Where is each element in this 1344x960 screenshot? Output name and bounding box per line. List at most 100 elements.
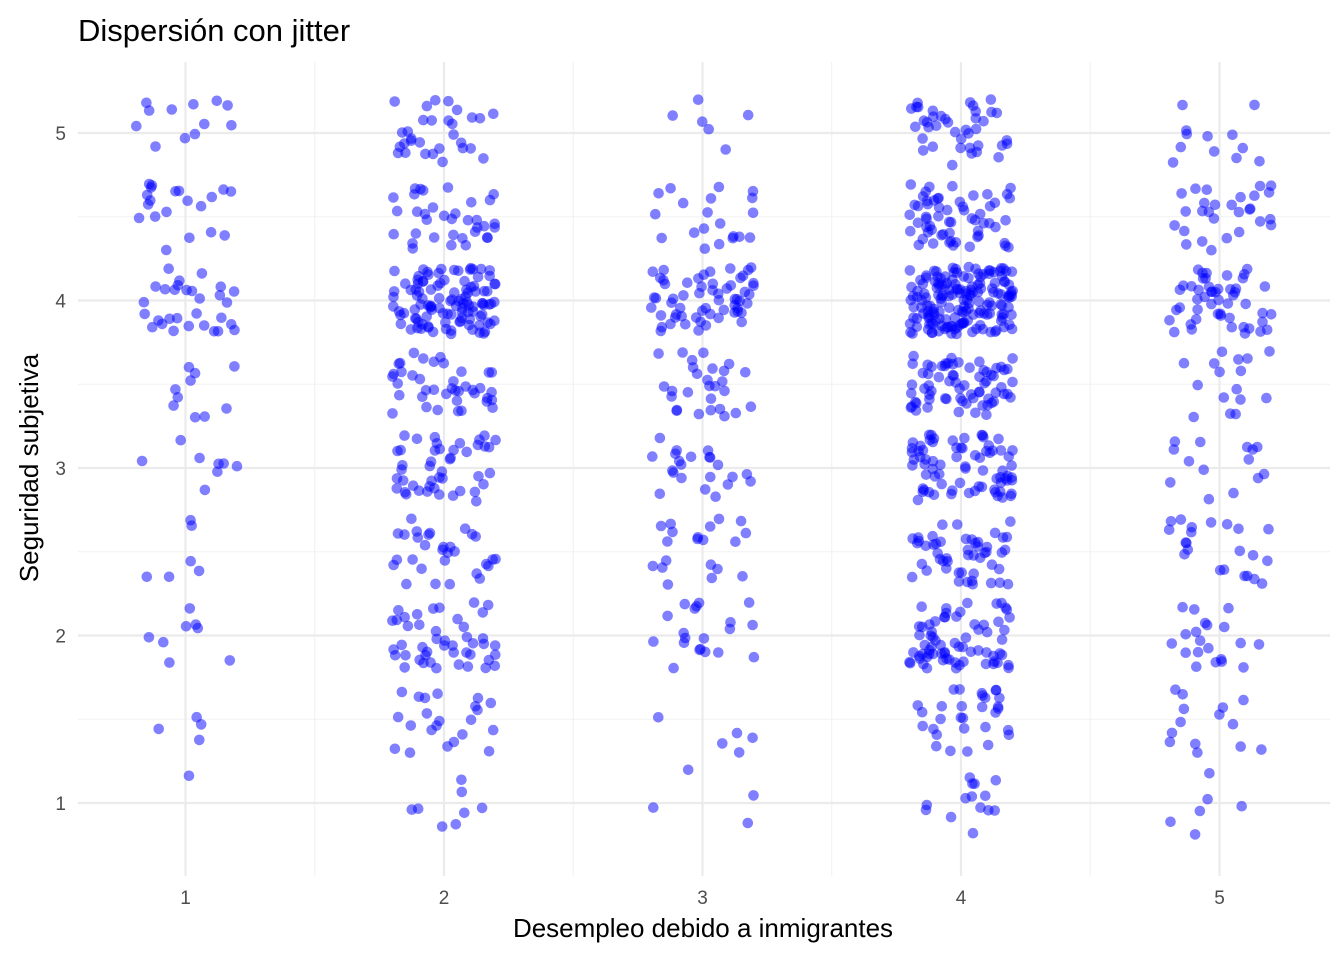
data-point: [184, 603, 196, 614]
data-point: [489, 640, 501, 651]
data-point: [175, 434, 186, 446]
data-point: [434, 143, 445, 154]
data-point: [941, 204, 953, 216]
data-point: [425, 300, 437, 312]
data-point: [712, 563, 723, 575]
data-point: [1001, 188, 1013, 200]
data-point: [916, 601, 927, 612]
data-point: [939, 611, 951, 623]
data-point: [388, 228, 400, 240]
data-point: [453, 659, 465, 670]
data-point: [1265, 309, 1277, 320]
data-point: [917, 145, 929, 156]
chart-title: Dispersión con jitter: [78, 13, 350, 48]
data-point: [185, 514, 196, 526]
data-point: [388, 291, 399, 303]
data-point: [435, 277, 446, 289]
data-point: [1169, 436, 1181, 447]
data-point: [399, 487, 411, 498]
data-point: [668, 467, 679, 478]
data-point: [411, 609, 423, 620]
data-point: [1182, 544, 1194, 555]
data-point: [665, 518, 676, 530]
data-point: [648, 802, 659, 813]
data-point: [442, 182, 454, 193]
data-point: [678, 637, 690, 649]
data-point: [928, 723, 939, 735]
data-point: [650, 208, 661, 220]
data-point: [221, 403, 232, 414]
data-point: [439, 635, 451, 646]
data-point: [418, 657, 429, 669]
data-point: [437, 156, 448, 168]
data-point: [942, 556, 953, 567]
data-point: [920, 804, 932, 816]
data-point: [1190, 183, 1201, 194]
data-point: [400, 278, 411, 290]
data-point: [745, 401, 757, 413]
data-point: [1262, 555, 1273, 567]
data-point: [467, 324, 478, 336]
data-point: [421, 708, 433, 719]
data-point: [467, 638, 479, 649]
data-point: [905, 179, 917, 190]
data-point: [941, 277, 953, 289]
data-point: [1254, 180, 1266, 192]
data-point: [733, 747, 745, 758]
data-point: [907, 328, 918, 339]
x-tick-label: 3: [697, 888, 708, 909]
data-point: [1178, 357, 1190, 369]
data-point: [953, 406, 965, 418]
data-point: [195, 200, 207, 212]
data-point: [747, 207, 759, 219]
data-point: [977, 465, 989, 476]
data-point: [1221, 270, 1233, 281]
data-point: [451, 395, 463, 407]
data-point: [966, 281, 978, 293]
data-point: [435, 351, 446, 363]
data-point: [962, 746, 973, 757]
data-point: [953, 576, 965, 587]
data-point: [405, 720, 417, 731]
data-point: [979, 692, 991, 704]
data-point: [984, 201, 996, 212]
data-point: [462, 214, 474, 226]
data-point: [229, 324, 240, 336]
data-point: [648, 292, 660, 303]
data-point: [678, 627, 689, 639]
data-point: [389, 743, 401, 755]
data-point: [401, 578, 412, 590]
data-point: [216, 312, 227, 324]
data-point: [1192, 747, 1203, 758]
data-point: [691, 601, 702, 612]
data-point: [1261, 392, 1272, 404]
data-point: [662, 579, 674, 590]
data-point: [426, 115, 438, 126]
data-point: [933, 211, 944, 222]
data-point: [947, 180, 958, 192]
data-point: [399, 662, 411, 673]
data-point: [168, 400, 179, 411]
data-point: [682, 277, 693, 289]
data-point: [996, 634, 1008, 645]
data-point: [911, 313, 923, 324]
data-point: [482, 232, 493, 243]
data-point: [957, 201, 969, 213]
data-point: [997, 465, 1008, 477]
data-point: [1181, 239, 1192, 250]
data-point: [447, 640, 458, 651]
data-point: [719, 385, 730, 397]
data-point: [667, 110, 678, 121]
data-point: [215, 281, 227, 293]
data-point: [1204, 768, 1215, 779]
data-point: [483, 560, 494, 572]
data-point: [1227, 129, 1238, 141]
data-point: [923, 486, 935, 498]
data-point: [917, 133, 928, 144]
data-point: [705, 471, 716, 483]
data-point: [968, 190, 979, 201]
data-point: [996, 315, 1007, 327]
data-point: [702, 207, 713, 218]
data-point: [671, 445, 682, 456]
data-point: [944, 302, 955, 314]
